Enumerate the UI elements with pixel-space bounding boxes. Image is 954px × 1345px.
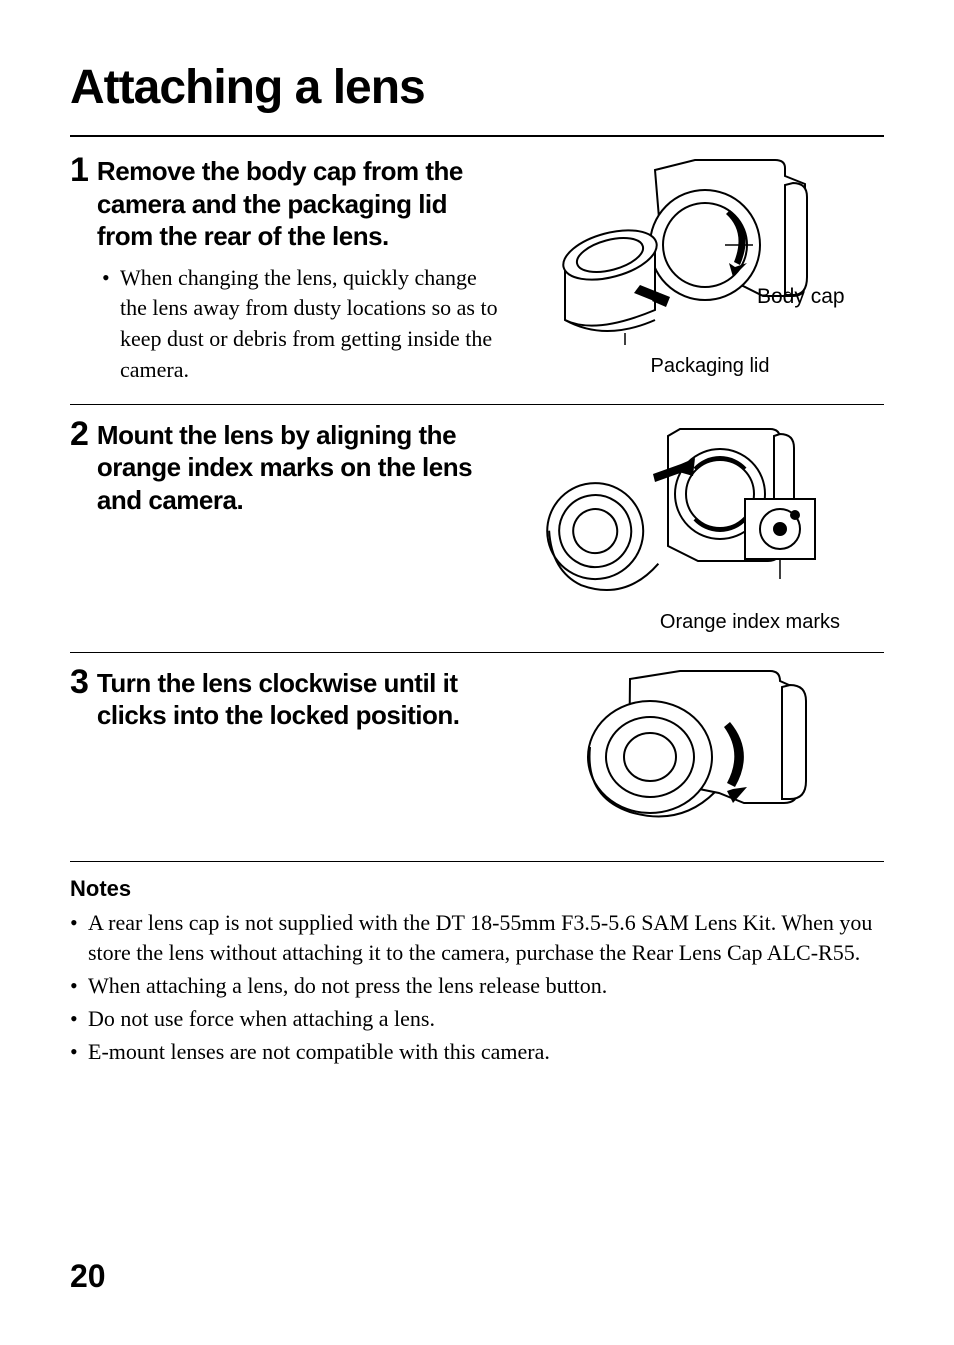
divider bbox=[70, 861, 884, 862]
note-item: Do not use force when attaching a lens. bbox=[70, 1004, 884, 1035]
step-1-figure: Body cap Packaging lid bbox=[530, 155, 850, 378]
divider bbox=[70, 404, 884, 405]
divider bbox=[70, 135, 884, 137]
step-2: 2 Mount the lens by aligning the orange … bbox=[70, 419, 884, 634]
step-3-figure bbox=[530, 667, 850, 843]
step-2-figure: Orange index marks bbox=[530, 419, 850, 634]
step-number: 1 bbox=[70, 153, 89, 187]
label-body-cap: Body cap bbox=[757, 285, 845, 308]
step-1: 1 Remove the body cap from the camera an… bbox=[70, 155, 884, 386]
step-title: Remove the body cap from the camera and … bbox=[97, 155, 500, 253]
page-title: Attaching a lens bbox=[70, 60, 884, 115]
step-number: 3 bbox=[70, 665, 89, 699]
notes-heading: Notes bbox=[70, 876, 884, 902]
step-number: 2 bbox=[70, 417, 89, 451]
step-title: Mount the lens by aligning the orange in… bbox=[97, 419, 500, 517]
label-index-marks: Orange index marks bbox=[530, 611, 850, 634]
notes-section: Notes A rear lens cap is not supplied wi… bbox=[70, 876, 884, 1068]
step-title: Turn the lens clockwise until it clicks … bbox=[97, 667, 500, 732]
page-number: 20 bbox=[70, 1258, 106, 1295]
note-item: A rear lens cap is not supplied with the… bbox=[70, 908, 884, 970]
label-packaging-lid: Packaging lid bbox=[570, 355, 850, 378]
step-3: 3 Turn the lens clockwise until it click… bbox=[70, 667, 884, 843]
note-item: When attaching a lens, do not press the … bbox=[70, 971, 884, 1002]
note-item: E-mount lenses are not compatible with t… bbox=[70, 1037, 884, 1068]
divider bbox=[70, 652, 884, 653]
step-bullet: When changing the lens, quickly change t… bbox=[102, 263, 500, 386]
